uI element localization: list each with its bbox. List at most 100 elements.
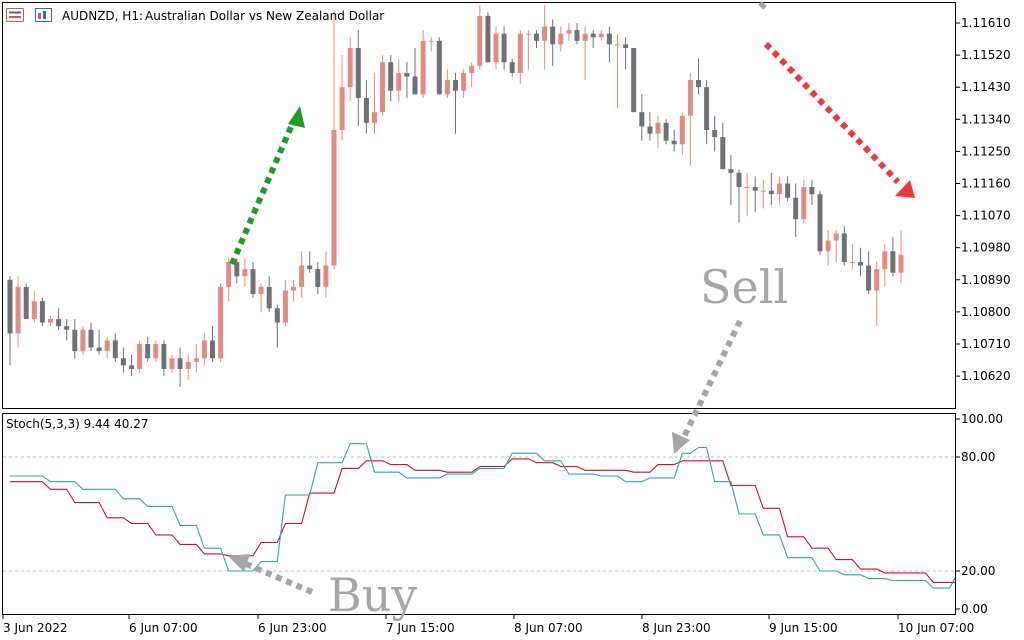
- price-tick-label: 1.11430: [961, 80, 1011, 94]
- time-tick-label: 6 Jun 23:00: [258, 621, 327, 635]
- candle-body: [525, 33, 531, 35]
- candle: [866, 251, 872, 295]
- candle-body: [550, 26, 556, 45]
- candle: [242, 258, 248, 287]
- chart-window-icon[interactable]: [35, 8, 52, 22]
- price-axis: 1.11610 1.11520 1.11430 1.11340 1.11250 1.111…: [955, 16, 1011, 383]
- candle-body: [266, 286, 272, 309]
- candle: [598, 30, 604, 41]
- candle: [858, 247, 863, 277]
- candle-body: [104, 340, 110, 352]
- candle-body: [185, 361, 191, 369]
- candle-body: [501, 33, 507, 63]
- candle: [777, 176, 782, 205]
- candle-body: [744, 187, 750, 189]
- stochastic-levels: [3, 456, 955, 572]
- candle: [347, 37, 353, 102]
- symbol-label: AUDNZD, H1:: [62, 9, 143, 23]
- candle: [412, 47, 418, 95]
- candle-body: [874, 269, 880, 291]
- candle: [420, 30, 426, 98]
- annotations: Sell Buy: [228, 1, 915, 622]
- price-tick-label: 1.10800: [961, 305, 1011, 319]
- candle: [728, 154, 734, 205]
- price-tick-label: 1.10710: [961, 337, 1011, 351]
- candle: [291, 279, 296, 302]
- stochastic-axis: 100.00 80.00 20.00 0.00: [955, 412, 1003, 616]
- sell-pointer-head: [672, 432, 690, 454]
- menu-icon[interactable]: [6, 8, 24, 22]
- candle: [153, 340, 159, 362]
- candle: [849, 244, 855, 270]
- candle-body: [598, 33, 604, 38]
- candle: [501, 26, 507, 70]
- candle-body: [485, 15, 491, 63]
- candle-body: [39, 301, 45, 323]
- candle: [404, 62, 410, 98]
- time-tick-label: 10 Jun 07:00: [898, 621, 974, 635]
- candle: [266, 276, 272, 312]
- candle: [258, 283, 264, 312]
- indicator-label: Stoch(5,3,3) 9.44 40.27: [6, 417, 148, 431]
- candle-body: [509, 62, 515, 73]
- candle-body: [720, 137, 726, 170]
- price-tick-label: 1.10620: [961, 369, 1011, 383]
- candle-body: [768, 190, 774, 195]
- candle: [687, 72, 693, 166]
- candle-body: [639, 112, 645, 127]
- candle-body: [809, 187, 815, 195]
- candle-body: [566, 30, 572, 34]
- candle: [696, 58, 701, 95]
- candle-body: [534, 33, 539, 41]
- candle: [39, 297, 45, 327]
- candle: [615, 33, 620, 109]
- candle-body: [777, 183, 782, 195]
- candle: [566, 23, 572, 41]
- candle: [898, 229, 904, 284]
- candle: [752, 176, 758, 213]
- stochastic-pane: [2, 413, 956, 615]
- candle-body: [226, 261, 232, 287]
- candle: [704, 80, 710, 145]
- candle: [56, 308, 62, 330]
- candle: [631, 47, 637, 113]
- candle-body: [15, 286, 21, 334]
- candle: [372, 72, 377, 134]
- candle: [226, 258, 232, 302]
- candle-body: [412, 76, 418, 95]
- candle-body: [299, 265, 305, 287]
- candlestick-series: [7, 5, 904, 387]
- candle: [477, 5, 483, 70]
- candle: [444, 69, 450, 98]
- candle-body: [80, 329, 86, 352]
- time-tick-label: 3 Jun 2022: [3, 621, 68, 635]
- candle-body: [282, 290, 288, 323]
- candle-body: [242, 269, 248, 277]
- candle-body: [210, 340, 215, 359]
- candle-body: [250, 269, 256, 295]
- candle: [679, 112, 685, 155]
- candle-body: [137, 344, 143, 369]
- stochastic-lines: [10, 443, 955, 589]
- candle-body: [169, 358, 175, 369]
- candle-body: [582, 33, 588, 41]
- candle: [558, 26, 564, 52]
- candle-body: [736, 172, 742, 188]
- candle: [801, 179, 807, 223]
- candle: [485, 12, 491, 63]
- price-tick-label: 1.10980: [961, 241, 1011, 255]
- candle-body: [655, 122, 661, 134]
- candle: [282, 279, 288, 327]
- candle: [388, 55, 394, 102]
- candle-body: [866, 265, 872, 291]
- candle: [137, 340, 143, 373]
- price-tick-label: 1.11610: [961, 16, 1011, 30]
- buy-annotation: Buy: [328, 568, 417, 622]
- candle-body: [671, 140, 677, 145]
- candle-body: [218, 286, 224, 359]
- candle-body: [258, 286, 264, 295]
- candle: [250, 261, 256, 298]
- candle: [817, 190, 823, 255]
- candle: [72, 319, 78, 359]
